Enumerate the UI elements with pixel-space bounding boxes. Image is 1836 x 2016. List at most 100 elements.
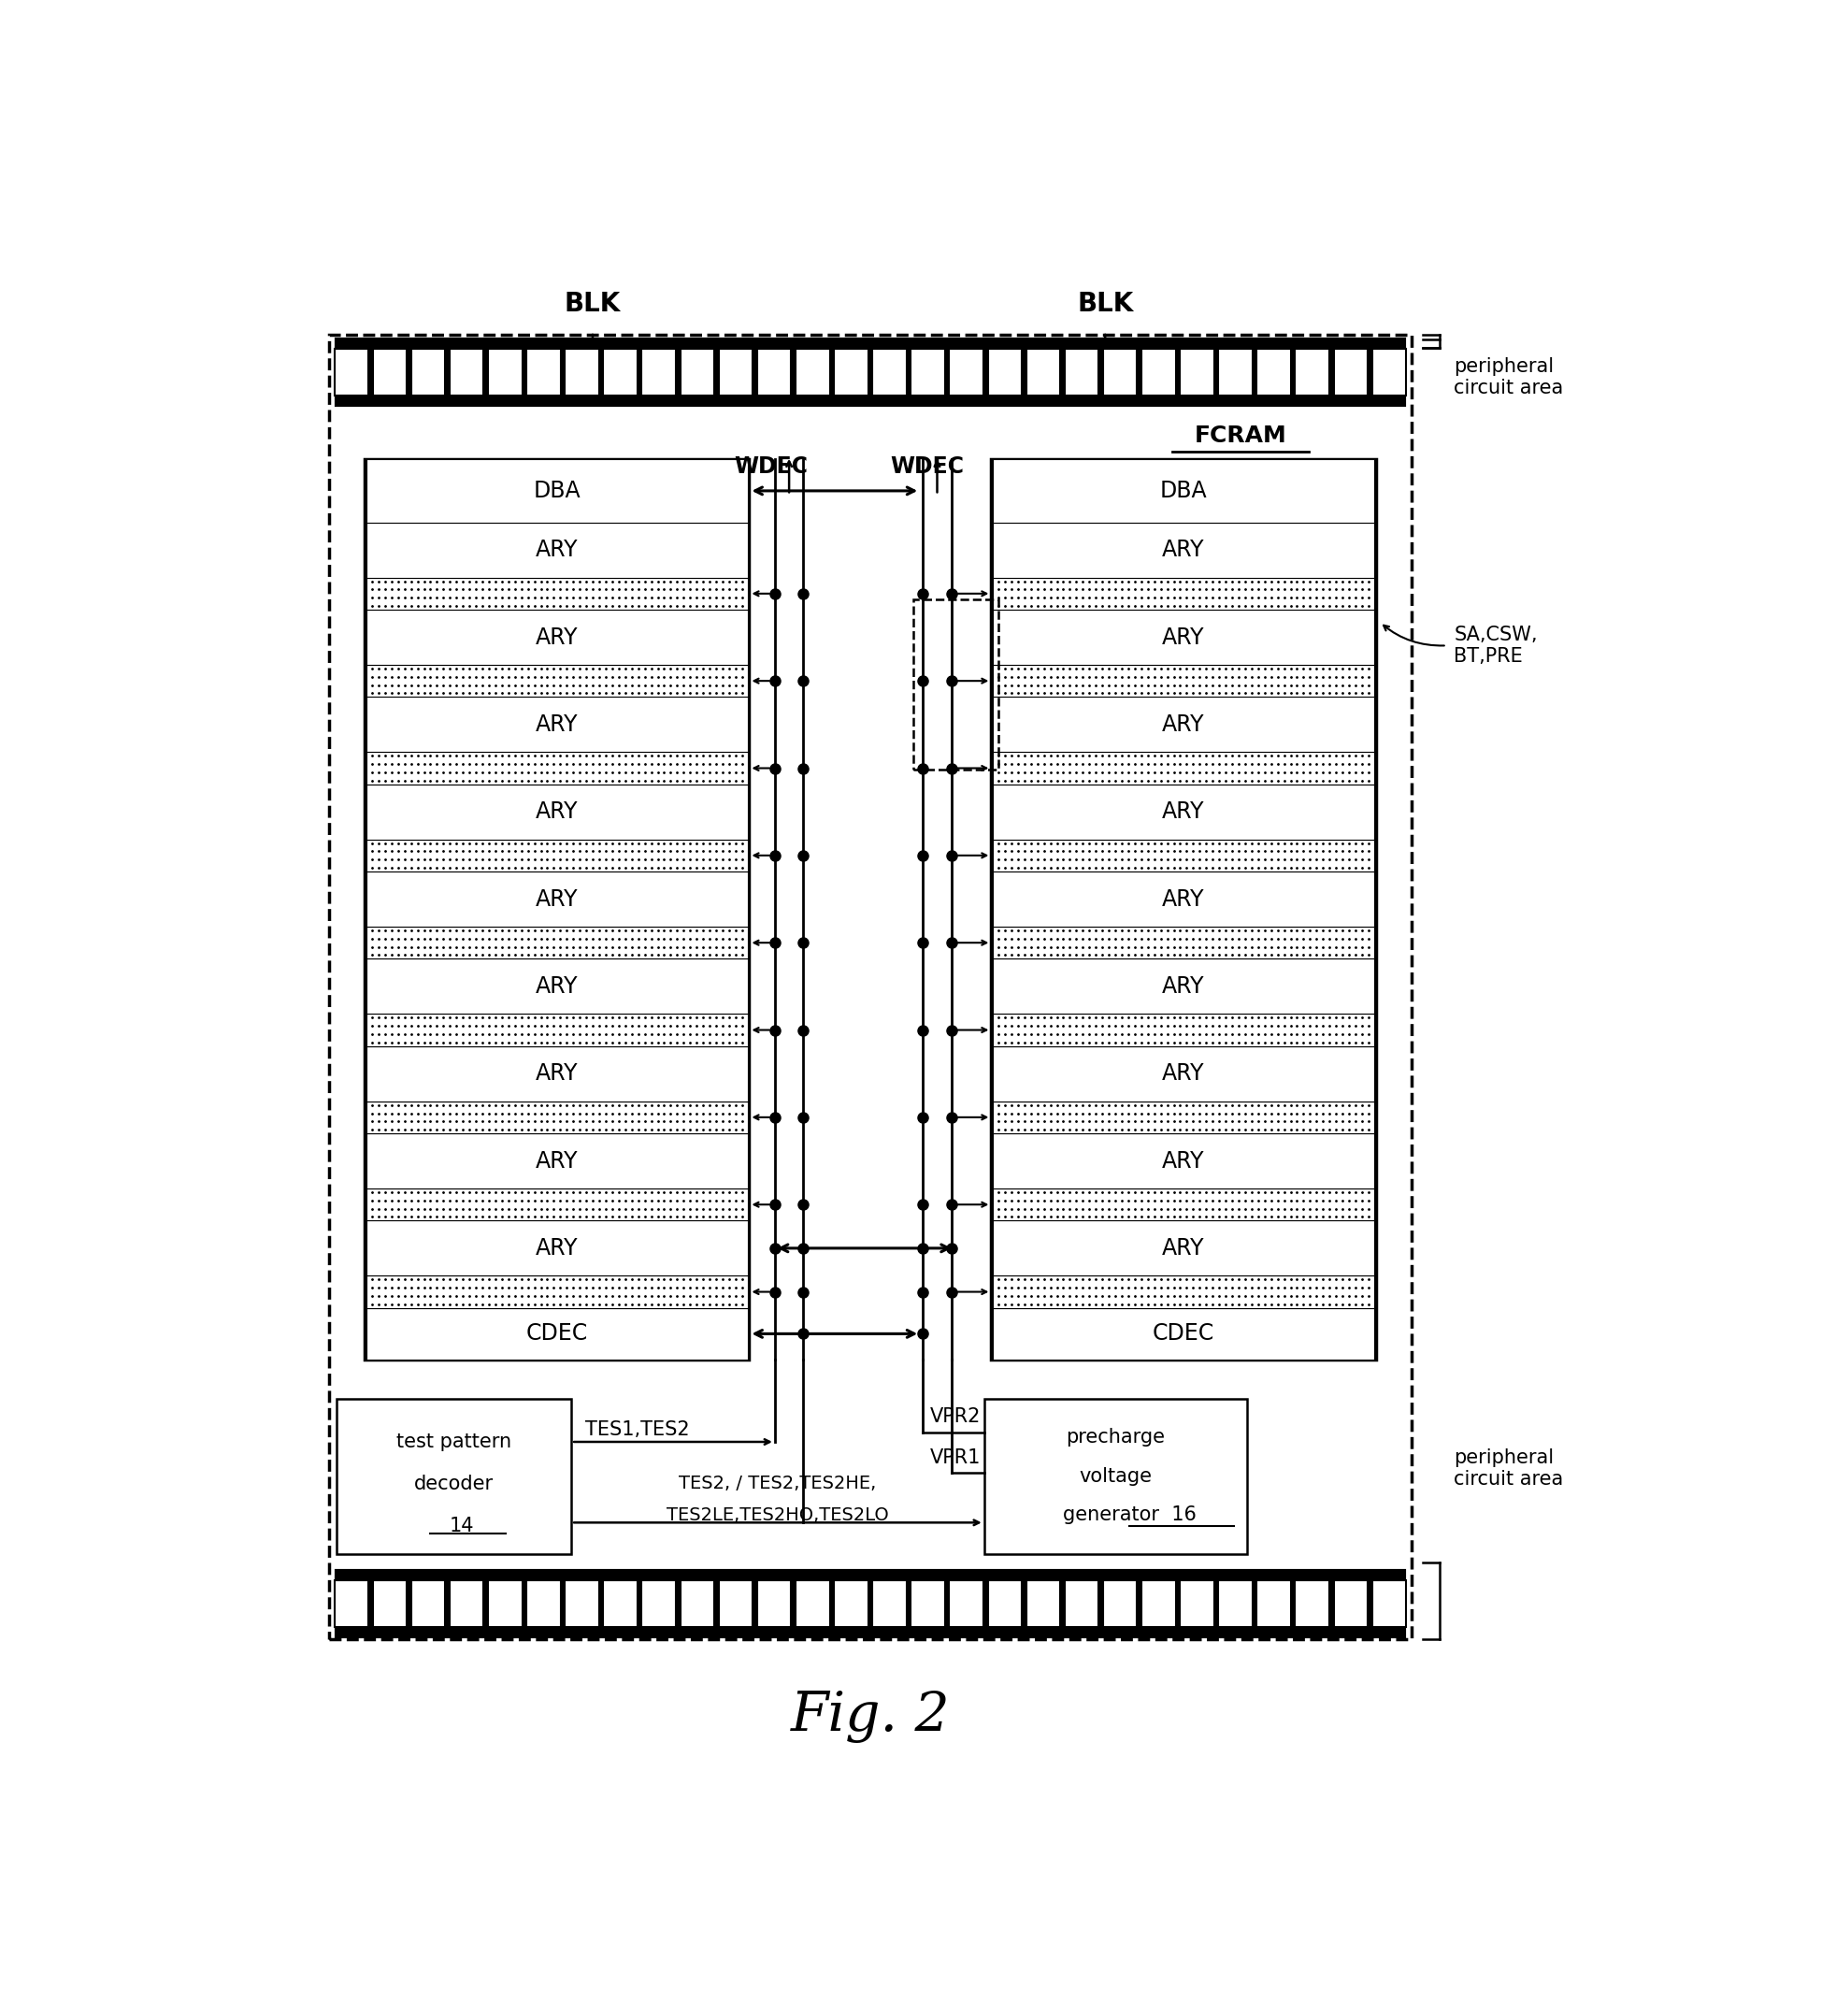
Text: WDEC: WDEC <box>890 456 964 478</box>
Bar <box>365 460 749 1359</box>
Text: decoder: decoder <box>413 1474 494 1494</box>
Text: CDEC: CDEC <box>1151 1322 1214 1345</box>
Bar <box>365 609 747 665</box>
Text: VPR1: VPR1 <box>929 1447 980 1468</box>
Bar <box>872 1581 907 1627</box>
Text: CDEC: CDEC <box>525 1322 588 1345</box>
Bar <box>365 460 747 522</box>
Text: ARY: ARY <box>536 1062 578 1085</box>
Text: WDEC: WDEC <box>733 456 808 478</box>
Text: test pattern: test pattern <box>397 1433 510 1452</box>
Bar <box>365 1133 747 1189</box>
Bar <box>949 1581 982 1627</box>
Bar <box>991 522 1373 577</box>
Bar <box>1102 1581 1136 1627</box>
Bar <box>365 1276 747 1308</box>
Bar <box>365 871 747 927</box>
Bar <box>718 1581 753 1627</box>
Text: ARY: ARY <box>536 627 578 649</box>
Text: ARY: ARY <box>1162 627 1204 649</box>
Text: ARY: ARY <box>536 976 578 998</box>
Bar <box>991 1133 1373 1189</box>
Bar <box>991 1189 1373 1220</box>
Bar <box>991 1046 1373 1101</box>
Bar <box>1256 1581 1291 1627</box>
Text: BLK: BLK <box>1076 290 1133 317</box>
Bar <box>365 698 747 752</box>
Bar <box>565 1581 599 1627</box>
Bar <box>527 349 560 395</box>
Bar <box>991 1308 1373 1359</box>
Bar <box>336 1399 571 1554</box>
Bar <box>1026 349 1059 395</box>
Text: ARY: ARY <box>536 1149 578 1171</box>
Text: ARY: ARY <box>1162 714 1204 736</box>
Text: ARY: ARY <box>1162 800 1204 823</box>
Text: TES2LE,TES2HO,TES2LO: TES2LE,TES2HO,TES2LO <box>666 1506 889 1524</box>
Bar <box>991 1014 1373 1046</box>
Bar <box>1179 1581 1214 1627</box>
Bar <box>450 1581 483 1627</box>
Bar <box>411 349 444 395</box>
Bar <box>756 349 791 395</box>
Text: ARY: ARY <box>536 538 578 560</box>
Text: FCRAM: FCRAM <box>1193 425 1285 448</box>
Text: 14: 14 <box>450 1516 474 1534</box>
Text: ARY: ARY <box>536 887 578 911</box>
Bar <box>1333 1581 1368 1627</box>
Bar <box>834 349 868 395</box>
Text: voltage: voltage <box>1080 1468 1151 1486</box>
Text: ARY: ARY <box>536 800 578 823</box>
Bar <box>365 1014 747 1046</box>
Bar <box>991 752 1373 784</box>
Bar <box>602 349 637 395</box>
Text: ARY: ARY <box>536 1238 578 1260</box>
Bar <box>988 349 1021 395</box>
Bar <box>1294 1581 1329 1627</box>
Bar <box>336 1570 1403 1635</box>
Bar <box>1256 349 1291 395</box>
Text: peripheral
circuit area: peripheral circuit area <box>1454 357 1562 397</box>
Bar <box>1294 349 1329 395</box>
Text: Fig. 2: Fig. 2 <box>789 1689 949 1744</box>
Bar <box>565 349 599 395</box>
Bar <box>991 577 1373 609</box>
Bar <box>1140 1581 1175 1627</box>
Bar <box>365 927 747 960</box>
Text: ARY: ARY <box>1162 976 1204 998</box>
Bar <box>912 599 999 770</box>
Bar <box>872 349 907 395</box>
Bar <box>365 752 747 784</box>
Bar <box>365 1308 747 1359</box>
Bar <box>991 609 1373 665</box>
Bar <box>991 665 1373 698</box>
Bar <box>991 1276 1373 1308</box>
Bar <box>365 960 747 1014</box>
Bar <box>1140 349 1175 395</box>
Text: BLK: BLK <box>564 290 621 317</box>
Bar <box>365 839 747 871</box>
Text: DBA: DBA <box>1159 480 1206 502</box>
Bar <box>1065 349 1098 395</box>
Text: ARY: ARY <box>1162 1062 1204 1085</box>
Bar <box>949 349 982 395</box>
Bar <box>488 1581 521 1627</box>
Bar <box>795 349 830 395</box>
Text: ARY: ARY <box>1162 1149 1204 1171</box>
Bar <box>984 1399 1247 1554</box>
Bar <box>1217 349 1252 395</box>
Bar <box>1371 349 1406 395</box>
Bar <box>411 1581 444 1627</box>
Bar <box>991 1101 1373 1133</box>
Bar <box>1333 349 1368 395</box>
Text: SA,CSW,
BT,PRE: SA,CSW, BT,PRE <box>1454 625 1537 665</box>
Bar <box>1102 349 1136 395</box>
Bar <box>911 1581 944 1627</box>
Bar <box>679 1581 714 1627</box>
Bar <box>679 349 714 395</box>
Bar <box>991 698 1373 752</box>
Bar <box>373 349 406 395</box>
Text: peripheral
circuit area: peripheral circuit area <box>1454 1447 1562 1488</box>
Bar <box>334 349 369 395</box>
Bar <box>1371 1581 1406 1627</box>
